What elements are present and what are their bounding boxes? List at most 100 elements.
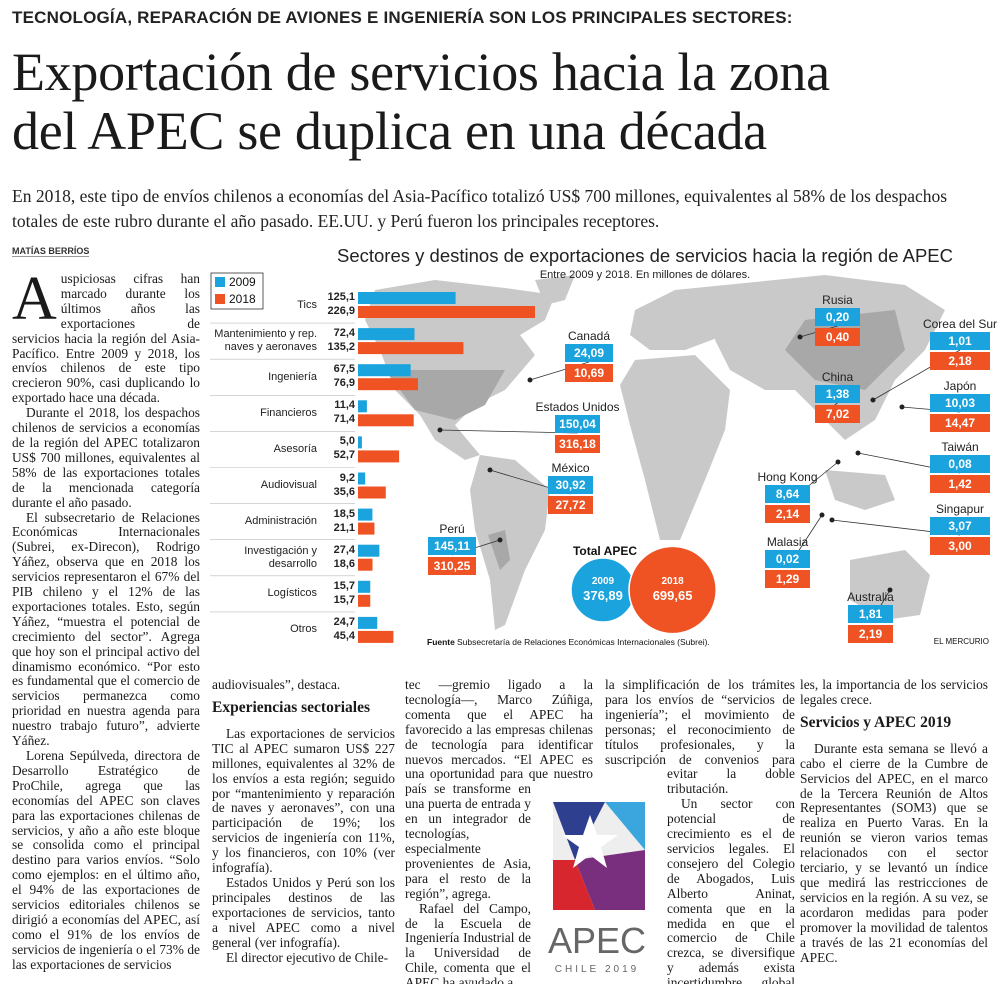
value-label: 45,4 [333, 629, 355, 642]
destination-box [815, 328, 860, 346]
bar [358, 486, 386, 499]
destination-value: 1,42 [948, 477, 972, 491]
location-dot [829, 517, 835, 523]
destination-box [428, 557, 476, 575]
logo-subtext: CHILE 2019 [555, 964, 639, 975]
bar [358, 292, 456, 304]
destination-value: 2,18 [948, 354, 972, 368]
destination-name: Corea del Sur [922, 317, 997, 331]
chart-title: Sectores y destinos de exportaciones de … [337, 245, 953, 266]
value-label: 21,1 [333, 521, 355, 534]
destination-name: Rusia [822, 293, 853, 307]
location-dot [899, 404, 905, 410]
category-label: Otros [290, 623, 317, 636]
destination-box [555, 435, 600, 453]
bar [358, 616, 378, 629]
category-label: Tics [297, 298, 317, 311]
total-value: 376,89 [583, 588, 623, 603]
subheading: Servicios y APEC 2019 [800, 713, 952, 731]
destination-box [848, 625, 893, 643]
paragraph: Un sector con potencial de crecimiento e… [667, 796, 795, 984]
column: audiovisuales”, destaca. Experiencias sec… [212, 677, 395, 965]
logo-shape [575, 850, 645, 910]
destination-box [765, 505, 810, 523]
category-label: Audiovisual [260, 479, 317, 491]
destination-box [548, 496, 593, 514]
destination-box [765, 570, 810, 588]
destination-value: 3,07 [948, 519, 972, 533]
destination-value: 7,02 [825, 407, 850, 421]
subheading: Experiencias sectoriales [212, 698, 370, 716]
paragraph: la simplificación de los trámites para l… [605, 677, 795, 797]
bar [358, 472, 366, 485]
paragraph: audiovisuales”, destaca. [212, 677, 341, 692]
byline: MATÍAS BERRÍOS [12, 246, 90, 257]
bar [358, 508, 373, 521]
destination-name: Taiwán [941, 440, 979, 454]
column: les, la importancia de los servicios leg… [800, 677, 988, 965]
map-shape [825, 470, 895, 510]
value-label: 5,0 [339, 435, 355, 448]
value-label: 9,2 [339, 471, 355, 484]
legend-label: 2009 [229, 275, 256, 289]
total-year: 2018 [661, 576, 684, 587]
destination-value: 10,03 [944, 396, 976, 410]
destination-box [428, 537, 476, 555]
destination-name: México [551, 461, 590, 475]
destination-value: 8,64 [775, 487, 800, 501]
column: tec —gremio ligado a la tecnología—, Mar… [405, 677, 593, 984]
paragraph: Durante el 2018, los despachos chilenos … [12, 405, 200, 510]
destination-box [565, 344, 613, 362]
bar [358, 306, 535, 318]
destination-value: 27,72 [555, 498, 586, 512]
value-label: 24,7 [333, 615, 355, 628]
chart-svg [210, 272, 990, 643]
map-shape [535, 275, 575, 305]
map-shape [470, 455, 550, 630]
bar [358, 328, 415, 341]
destination-name: China [821, 370, 854, 384]
destination-name: Japón [943, 379, 977, 393]
destination-box [815, 385, 860, 403]
paragraph: Auspiciosas cifras han marcado durante l… [12, 265, 200, 406]
destination-value: 145,11 [433, 539, 471, 553]
destination-value: 150,04 [559, 417, 596, 431]
legend-label: 2018 [229, 292, 256, 306]
destination-value: 0,20 [825, 310, 850, 324]
destination-value: 0,40 [825, 330, 850, 344]
category-label: Logísticos [267, 587, 317, 600]
destination-box [930, 455, 990, 473]
location-dot [487, 467, 493, 473]
destination-box [930, 414, 990, 432]
destination-box [930, 394, 990, 412]
bar [358, 342, 464, 355]
kicker: TECNOLOGÍA, REPARACIÓN DE AVIONES E INGE… [12, 8, 793, 27]
destination-value: 1,01 [948, 334, 972, 348]
destination-name: Estados Unidos [535, 400, 620, 414]
total-label: Total APEC [572, 544, 637, 558]
location-dot [797, 334, 803, 340]
destination-name: Singapur [935, 502, 985, 516]
paragraph: Rafael del Campo, de la Escuela de Ingen… [405, 900, 531, 984]
destination-value: 2,19 [858, 627, 883, 641]
headline: del APEC se duplica en una década [12, 101, 767, 161]
destination-value: 1,38 [825, 387, 850, 401]
legend-swatch [215, 294, 225, 304]
lead: En 2018, este tipo de envíos chilenos a … [12, 186, 948, 231]
paragraph: El director ejecutivo de Chile- [226, 949, 389, 965]
paragraph: tec —gremio ligado a la tecnología—, Mar… [405, 677, 593, 901]
destination-value: 310,25 [433, 559, 471, 573]
bar [358, 450, 400, 463]
infographic: Sectores y destinos de exportaciones de … [205, 240, 997, 660]
destination-value: 1,81 [858, 607, 883, 621]
bar [358, 544, 380, 557]
value-label: 125,1 [327, 291, 355, 303]
bar [358, 414, 414, 427]
destination-value: 0,08 [948, 457, 972, 471]
total-value: 699,65 [652, 588, 693, 603]
total-year: 2009 [591, 576, 615, 587]
destination-value: 30,92 [555, 478, 586, 492]
bar [358, 400, 367, 413]
value-label: 18,6 [333, 557, 355, 570]
